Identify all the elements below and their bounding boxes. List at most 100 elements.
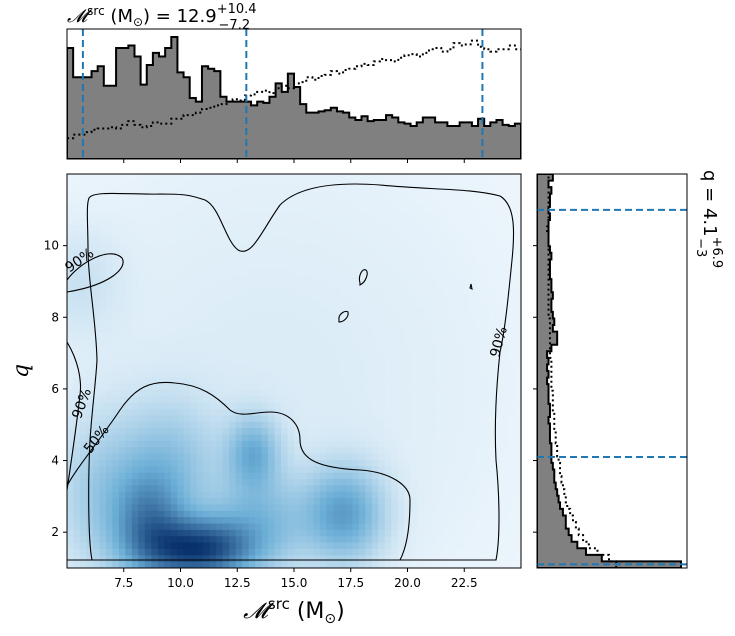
heatmap-cell (196, 218, 204, 226)
heatmap-cell (339, 288, 347, 296)
heatmap-cell (125, 396, 133, 404)
heatmap-cell (423, 345, 431, 353)
heatmap-cell (462, 491, 470, 499)
heatmap-cell (261, 174, 269, 181)
heatmap-cell (358, 542, 366, 550)
heatmap-cell (242, 421, 250, 429)
heatmap-cell (397, 345, 405, 353)
heatmap-cell (449, 377, 457, 385)
heatmap-cell (469, 288, 477, 296)
heatmap-cell (339, 415, 347, 423)
heatmap-cell (410, 542, 418, 550)
heatmap-cell (190, 243, 198, 251)
heatmap-cell (261, 459, 269, 467)
heatmap-cell (417, 421, 425, 429)
contour-90-outer (67, 341, 82, 491)
heatmap-cell (274, 523, 282, 531)
heatmap-cell (268, 440, 276, 448)
heatmap-cell (125, 339, 133, 347)
heatmap-cell (261, 396, 269, 404)
heatmap-cell (306, 453, 315, 461)
heatmap-cell (391, 371, 399, 378)
heatmap-cell (365, 231, 373, 239)
heatmap-cell (469, 472, 477, 480)
heatmap-cell (352, 262, 360, 270)
heatmap-cell (164, 447, 172, 455)
heatmap-cell (300, 371, 308, 378)
heatmap-cell (248, 326, 256, 334)
heatmap-cell (99, 282, 107, 289)
heatmap-cell (86, 288, 94, 296)
heatmap-cell (384, 243, 392, 251)
heatmap-cell (86, 504, 94, 512)
heatmap-cell (495, 440, 503, 448)
heatmap-cell (190, 269, 198, 277)
heatmap-cell (371, 218, 379, 226)
heatmap-cell (190, 339, 198, 347)
heatmap-cell (255, 358, 263, 366)
heatmap-cell (436, 561, 444, 568)
heatmap-cell (371, 262, 379, 270)
heatmap-cell (67, 301, 75, 309)
heatmap-cell (404, 396, 412, 404)
heatmap-cell (138, 390, 146, 398)
heatmap-cell (410, 510, 418, 518)
heatmap-cell (462, 548, 470, 556)
heatmap-cell (462, 510, 470, 518)
heatmap-cell (495, 339, 503, 347)
heatmap-cell (229, 523, 237, 531)
heatmap-cell (306, 504, 315, 512)
heatmap-cell (313, 466, 321, 474)
heatmap-cell (183, 307, 191, 315)
heatmap-cell (514, 409, 521, 417)
heatmap-cell (482, 320, 490, 328)
heatmap-cell (300, 294, 308, 302)
heatmap-cell (365, 199, 373, 207)
heatmap-cell (456, 174, 464, 181)
heatmap-cell (326, 345, 334, 353)
heatmap-cell (144, 326, 152, 334)
heatmap-cell (313, 224, 321, 232)
heatmap-cell (410, 472, 418, 480)
heatmap-cell (287, 332, 295, 340)
heatmap-cell (319, 205, 328, 213)
heatmap-cell (144, 523, 152, 531)
heatmap-cell (352, 231, 360, 239)
heatmap-cell (216, 262, 224, 270)
heatmap-cell (358, 345, 366, 353)
heatmap-cell (112, 459, 120, 467)
heatmap-cell (281, 561, 289, 568)
heatmap-cell (190, 231, 198, 239)
heatmap-cell (508, 409, 516, 417)
heatmap-cell (183, 301, 191, 309)
heatmap-cell (514, 523, 521, 531)
heatmap-cell (391, 339, 399, 347)
heatmap-cell (294, 224, 302, 232)
heatmap-cell (222, 548, 230, 556)
heatmap-cell (261, 320, 269, 328)
heatmap-cell (112, 243, 120, 251)
heatmap-cell (268, 485, 276, 493)
heatmap-cell (255, 402, 263, 410)
heatmap-cell (410, 345, 418, 353)
heatmap-cell (79, 364, 88, 372)
heatmap-cell (352, 186, 360, 194)
heatmap-cell (397, 371, 405, 378)
heatmap-cell (384, 269, 392, 277)
heatmap-cell (501, 351, 509, 359)
heatmap-cell (449, 243, 457, 251)
heatmap-cell (294, 402, 302, 410)
heatmap-cell (125, 231, 133, 239)
heatmap-cell (203, 479, 211, 486)
heatmap-cell (391, 402, 399, 410)
heatmap-cell (216, 199, 224, 207)
heatmap-cell (508, 485, 516, 493)
heatmap-cell (125, 358, 133, 366)
heatmap-cell (229, 250, 237, 258)
heatmap-cell (222, 231, 230, 239)
heatmap-cell (404, 231, 412, 239)
heatmap-cell (203, 421, 211, 429)
heatmap-cell (456, 351, 464, 359)
heatmap-cell (345, 212, 353, 220)
heatmap-cell (306, 466, 315, 474)
